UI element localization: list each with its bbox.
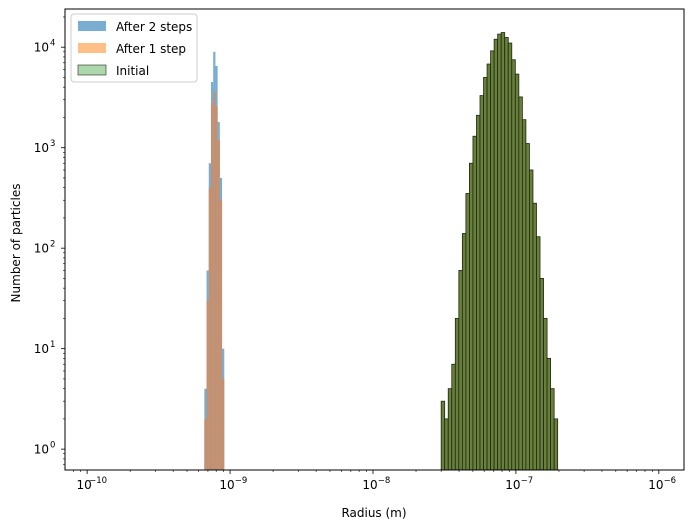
legend-label-after-1-step: After 1 step — [116, 42, 186, 56]
initial-bar — [511, 59, 516, 471]
after-1-step-bar — [206, 300, 209, 470]
initial-bar — [454, 318, 460, 471]
initial-bar — [447, 388, 453, 471]
initial-bar — [525, 143, 530, 471]
initial-bar — [536, 236, 541, 471]
initial-bar — [486, 63, 492, 471]
x-tick-exponent: −8 — [378, 476, 391, 486]
legend-swatch-after-1-step — [78, 43, 106, 53]
initial-bar — [469, 162, 474, 471]
initial-bar — [461, 233, 467, 471]
y-tick-exponent: 0 — [50, 441, 55, 451]
x-tick-exponent: −6 — [664, 476, 677, 486]
initial-bar — [539, 278, 544, 471]
initial-bar — [553, 418, 559, 471]
y-tick-exponent: 4 — [50, 39, 55, 49]
initial-bar — [483, 77, 488, 471]
x-tick-label: 10 — [648, 478, 663, 492]
y-tick-exponent: 1 — [50, 340, 55, 350]
x-axis-label: Radius (m) — [341, 506, 406, 520]
plot-frame — [64, 8, 685, 471]
after-1-step-bar — [217, 139, 220, 471]
initial-bar — [476, 114, 481, 471]
initial-bar — [493, 38, 499, 471]
initial-bar — [479, 95, 484, 471]
x-tick-exponent: −7 — [521, 476, 534, 486]
y-tick-label: 10 — [34, 41, 49, 55]
initial-bar — [444, 418, 449, 471]
legend: After 2 steps After 1 step Initial — [70, 13, 198, 83]
initial-bar — [490, 50, 495, 471]
initial-bar — [543, 318, 548, 471]
initial-bar — [497, 33, 502, 471]
x-tick-label: 10 — [362, 478, 377, 492]
initial-bar — [521, 119, 527, 471]
x-tick-exponent: −9 — [235, 476, 248, 486]
y-tick-exponent: 2 — [50, 240, 55, 250]
initial-bar — [514, 73, 520, 471]
initial-bar — [458, 270, 463, 471]
x-tick-exponent: −10 — [89, 476, 107, 486]
initial-bar — [504, 37, 509, 471]
y-tick-label: 10 — [34, 141, 49, 155]
after-1-step-bar — [204, 418, 207, 470]
y-tick-label: 10 — [34, 342, 49, 356]
legend-swatch-initial — [77, 64, 107, 76]
after-1-step-bar — [222, 378, 225, 470]
initial-bar — [465, 193, 470, 471]
after-1-step-bar — [219, 200, 223, 471]
after-1-step-bar — [208, 187, 211, 471]
y-axis-label: Number of particles — [9, 184, 23, 303]
after-1-step-bars — [204, 91, 225, 471]
initial-bar — [500, 32, 506, 471]
y-tick-label: 10 — [34, 242, 49, 256]
initial-bar — [472, 135, 477, 471]
y-tick-label: 10 — [34, 443, 49, 457]
y-tick-exponent: 3 — [50, 139, 55, 149]
after-1-step-bar — [210, 102, 214, 470]
initial-bar — [550, 388, 555, 471]
initial-bar — [518, 96, 523, 471]
x-tick-label: 10 — [505, 478, 520, 492]
initial-bar — [440, 400, 446, 471]
after-1-step-bar — [215, 105, 218, 471]
x-tick-label: 10 — [76, 478, 91, 492]
x-tick-label: 10 — [219, 478, 234, 492]
legend-swatch-after-2-steps — [78, 21, 106, 31]
initial-bar — [529, 169, 534, 471]
legend-label-initial: Initial — [116, 64, 149, 78]
initial-bar — [451, 363, 456, 471]
initial-bar — [532, 202, 537, 471]
after-1-step-bar — [213, 91, 216, 470]
legend-label-after-2-steps: After 2 steps — [116, 20, 192, 34]
initial-bar — [507, 42, 513, 471]
initial-bar — [546, 357, 552, 471]
